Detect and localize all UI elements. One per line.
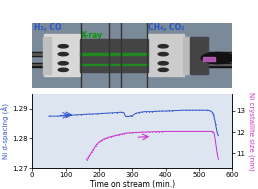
Circle shape: [158, 53, 168, 56]
Bar: [32, 64, 232, 65]
Bar: [44, 34, 80, 76]
Circle shape: [158, 68, 168, 71]
Bar: [183, 37, 191, 74]
Circle shape: [58, 68, 68, 71]
Bar: [32, 52, 232, 56]
Circle shape: [201, 53, 235, 64]
Bar: [32, 63, 232, 67]
Bar: [190, 37, 208, 74]
Circle shape: [58, 53, 68, 56]
Bar: [203, 57, 215, 61]
Text: H₂, CO: H₂, CO: [35, 23, 62, 46]
Circle shape: [58, 62, 68, 65]
Circle shape: [158, 45, 168, 48]
Bar: [80, 64, 148, 65]
Bar: [148, 34, 184, 76]
Y-axis label: Ni d-spacing (Å): Ni d-spacing (Å): [2, 103, 10, 159]
Bar: [43, 37, 51, 74]
Bar: [80, 39, 148, 72]
Circle shape: [58, 45, 68, 48]
Text: X-ray: X-ray: [81, 31, 104, 55]
Bar: [32, 53, 232, 55]
Text: CH₄, CO₂: CH₄, CO₂: [148, 23, 184, 46]
Y-axis label: Ni crystallite size (nm): Ni crystallite size (nm): [248, 92, 255, 170]
Bar: [80, 53, 148, 55]
X-axis label: Time on stream (min.): Time on stream (min.): [90, 180, 175, 189]
Circle shape: [158, 62, 168, 65]
